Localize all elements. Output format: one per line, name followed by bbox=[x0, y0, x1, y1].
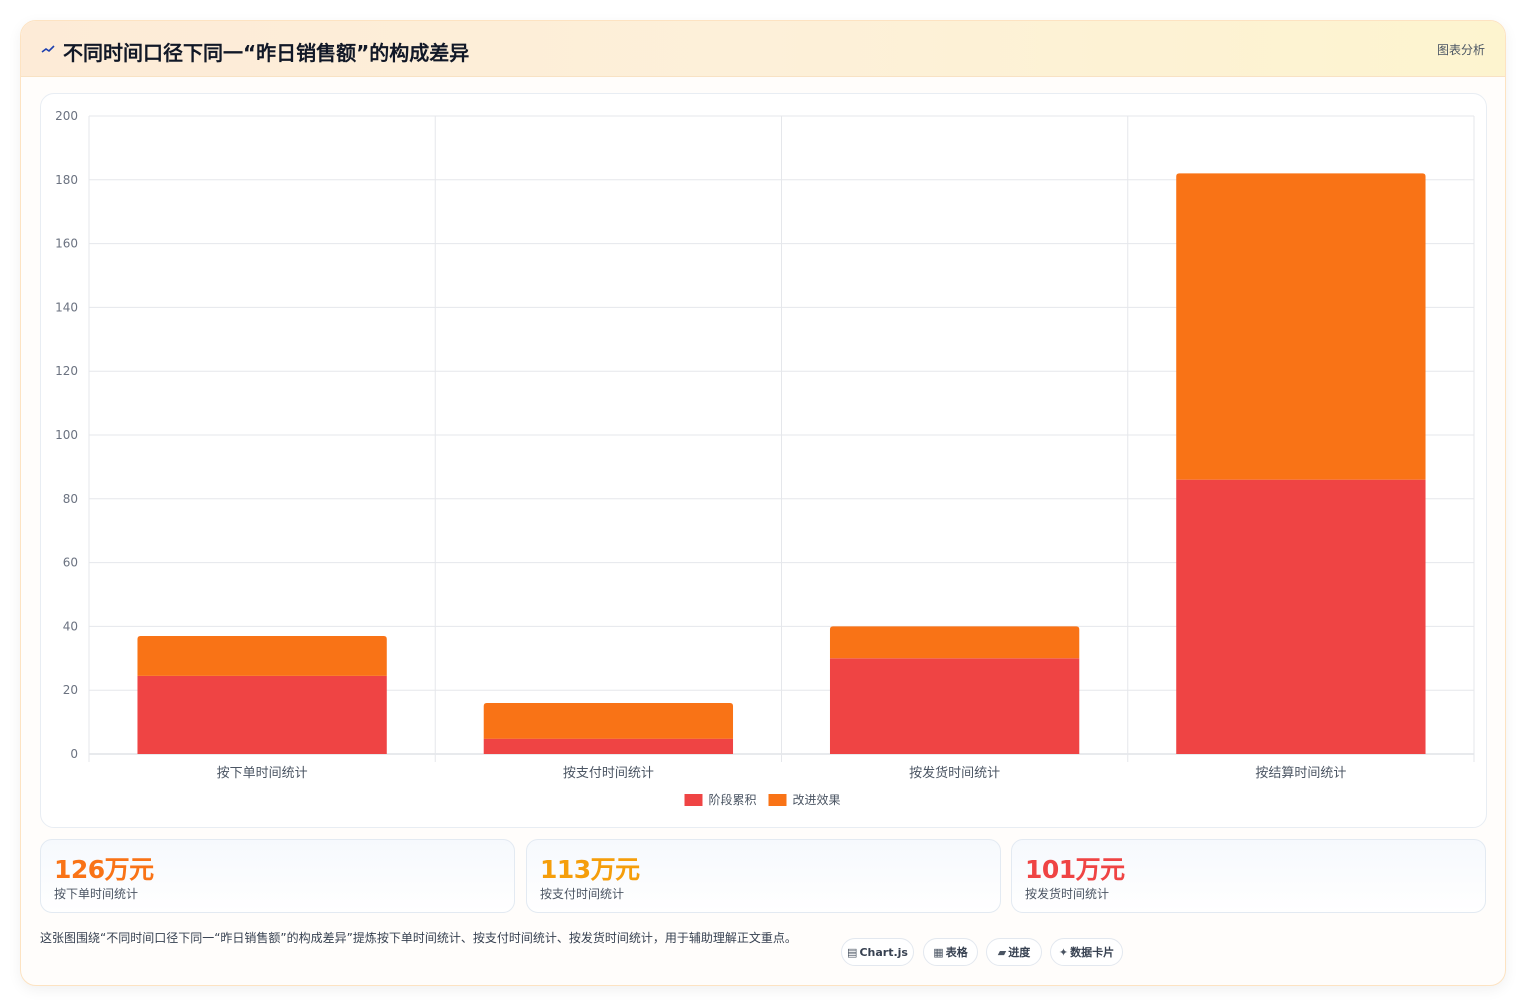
chart-panel: 0 20 40 60 80 100 120 140 160 180 200 按下单时间统计 按支付时间统… bbox=[40, 93, 1487, 828]
legend-swatch bbox=[768, 794, 787, 806]
x-tick-label: 按下单时间统计 bbox=[217, 766, 308, 781]
stat-label: 按下单时间统计 bbox=[54, 887, 139, 901]
x-tick-label: 按结算时间统计 bbox=[1255, 766, 1346, 781]
sparkle-icon: ✦ bbox=[1058, 946, 1069, 959]
chip-label: 表格 bbox=[945, 946, 968, 959]
y-tick-label: 100 bbox=[55, 428, 78, 442]
chip-label: 进度 bbox=[1008, 946, 1031, 959]
bar-segment bbox=[1176, 173, 1426, 480]
stat-value: 101万元 bbox=[1025, 855, 1125, 884]
y-tick-label: 40 bbox=[63, 619, 78, 633]
bar-segment bbox=[483, 702, 734, 739]
y-tick-label: 60 bbox=[63, 556, 78, 570]
stat-value: 126万元 bbox=[54, 855, 154, 884]
chart-analysis-tag: 图表分析 bbox=[1436, 43, 1485, 57]
chip-table[interactable]: ▦ 表格 bbox=[923, 938, 978, 966]
stat-label: 按发货时间统计 bbox=[1025, 887, 1110, 901]
bar-segment bbox=[1176, 479, 1426, 754]
y-tick-label: 120 bbox=[55, 364, 78, 378]
y-tick-label: 20 bbox=[63, 683, 78, 697]
legend-swatch bbox=[684, 794, 703, 806]
stat-card-1: 126万元 按下单时间统计 bbox=[40, 839, 515, 913]
card-title: 不同时间口径下同一“昨日销售额”的构成差异 bbox=[63, 41, 470, 65]
bar-segment bbox=[137, 675, 387, 754]
chart-card: 不同时间口径下同一“昨日销售额”的构成差异 图表分析 0 20 40 60 80 100 1… bbox=[20, 20, 1506, 986]
card-header: 不同时间口径下同一“昨日销售额”的构成差异 图表分析 bbox=[21, 21, 1505, 77]
bar-segment bbox=[483, 738, 734, 754]
stat-value: 113万元 bbox=[540, 855, 640, 884]
table-icon: ▦ bbox=[933, 946, 944, 959]
chart-line-icon bbox=[41, 39, 55, 59]
bar-segment bbox=[829, 626, 1080, 659]
chip-label: Chart.js bbox=[859, 946, 908, 959]
stat-card-3: 101万元 按发货时间统计 bbox=[1011, 839, 1486, 913]
y-tick-label: 160 bbox=[55, 237, 78, 251]
y-tick-label: 0 bbox=[70, 747, 78, 761]
legend-label: 改进效果 bbox=[793, 792, 841, 807]
stat-label: 按支付时间统计 bbox=[540, 887, 625, 901]
stacked-bar-chart: 0 20 40 60 80 100 120 140 160 180 200 按下单时间统计 按支付时间统… bbox=[55, 109, 1475, 807]
chip-chartjs[interactable]: ▤ Chart.js bbox=[841, 938, 914, 966]
chart-icon: ▤ bbox=[847, 946, 858, 959]
y-tick-label: 180 bbox=[55, 173, 78, 187]
chart-description: 这张图围绕“不同时间口径下同一“昨日销售额”的构成差异”提炼按下单时间统计、按支… bbox=[40, 931, 797, 945]
y-tick-label: 80 bbox=[63, 492, 78, 506]
y-tick-label: 200 bbox=[55, 109, 78, 123]
bar-segment bbox=[829, 658, 1080, 754]
progress-icon: ▰ bbox=[997, 946, 1007, 959]
bar-segment bbox=[137, 635, 387, 676]
chip-data-card[interactable]: ✦ 数据卡片 bbox=[1050, 938, 1123, 966]
x-tick-label: 按发货时间统计 bbox=[909, 765, 1000, 781]
chip-label: 数据卡片 bbox=[1070, 946, 1115, 959]
x-tick-label: 按支付时间统计 bbox=[563, 766, 654, 781]
y-tick-label: 140 bbox=[55, 300, 78, 314]
legend-label: 阶段累积 bbox=[709, 792, 757, 807]
stat-card-2: 113万元 按支付时间统计 bbox=[526, 839, 1001, 913]
chip-progress[interactable]: ▰ 进度 bbox=[986, 938, 1042, 966]
